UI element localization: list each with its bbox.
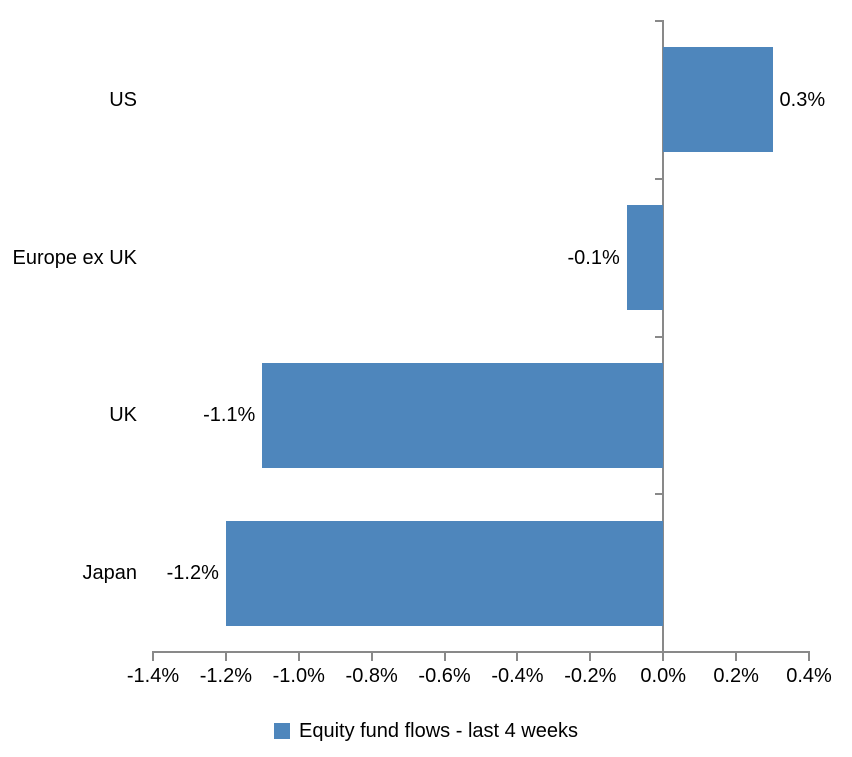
x-axis-tick-label: -0.2% xyxy=(564,665,617,687)
value-label-uk: -1.1% xyxy=(203,404,256,427)
bar-uk xyxy=(262,362,664,468)
category-axis-tick xyxy=(655,177,663,180)
x-axis-tick-label: 0.4% xyxy=(786,665,832,687)
x-axis-tick xyxy=(370,653,373,661)
x-axis-tick xyxy=(443,653,446,661)
x-axis-tick-label: -1.0% xyxy=(272,665,325,687)
category-label-uk: UK xyxy=(109,404,137,427)
x-axis-tick xyxy=(516,653,519,661)
x-axis-tick-label: 0.0% xyxy=(640,665,687,687)
x-axis-tick xyxy=(808,653,810,661)
category-axis-tick xyxy=(655,335,663,338)
x-axis-tick xyxy=(735,653,738,661)
value-label-us: 0.3% xyxy=(779,88,826,111)
category-label-us: US xyxy=(109,88,137,111)
bar-japan xyxy=(225,520,664,626)
legend: Equity fund flows - last 4 weeks xyxy=(0,719,852,743)
category-label-japan: Japan xyxy=(82,562,138,585)
category-axis-tick xyxy=(655,20,663,22)
x-axis-tick-label: -0.4% xyxy=(491,665,544,687)
x-axis-tick-label: -1.4% xyxy=(126,665,180,687)
x-axis-tick xyxy=(152,653,154,661)
category-label-europe-ex-uk: Europe ex UK xyxy=(12,246,137,269)
zero-axis-line xyxy=(662,20,665,653)
bar-europe-ex-uk xyxy=(626,205,664,311)
value-label-europe-ex-uk: -0.1% xyxy=(567,246,620,269)
value-label-japan: -1.2% xyxy=(166,562,219,585)
legend-label: Equity fund flows - last 4 weeks xyxy=(298,720,578,742)
x-axis-tick-label: -0.6% xyxy=(418,665,471,687)
category-axis-tick xyxy=(655,493,663,496)
legend-swatch-icon xyxy=(273,723,290,739)
x-axis-tick xyxy=(297,653,300,661)
x-axis-line xyxy=(152,651,810,653)
x-axis-tick-label: -1.2% xyxy=(199,665,252,687)
x-axis-tick-label: 0.2% xyxy=(713,665,759,687)
x-axis-tick-label: -0.8% xyxy=(345,665,398,687)
x-axis-tick xyxy=(662,653,665,661)
x-axis-tick xyxy=(224,653,227,661)
bar-us xyxy=(663,47,773,153)
x-axis-tick xyxy=(589,653,592,661)
